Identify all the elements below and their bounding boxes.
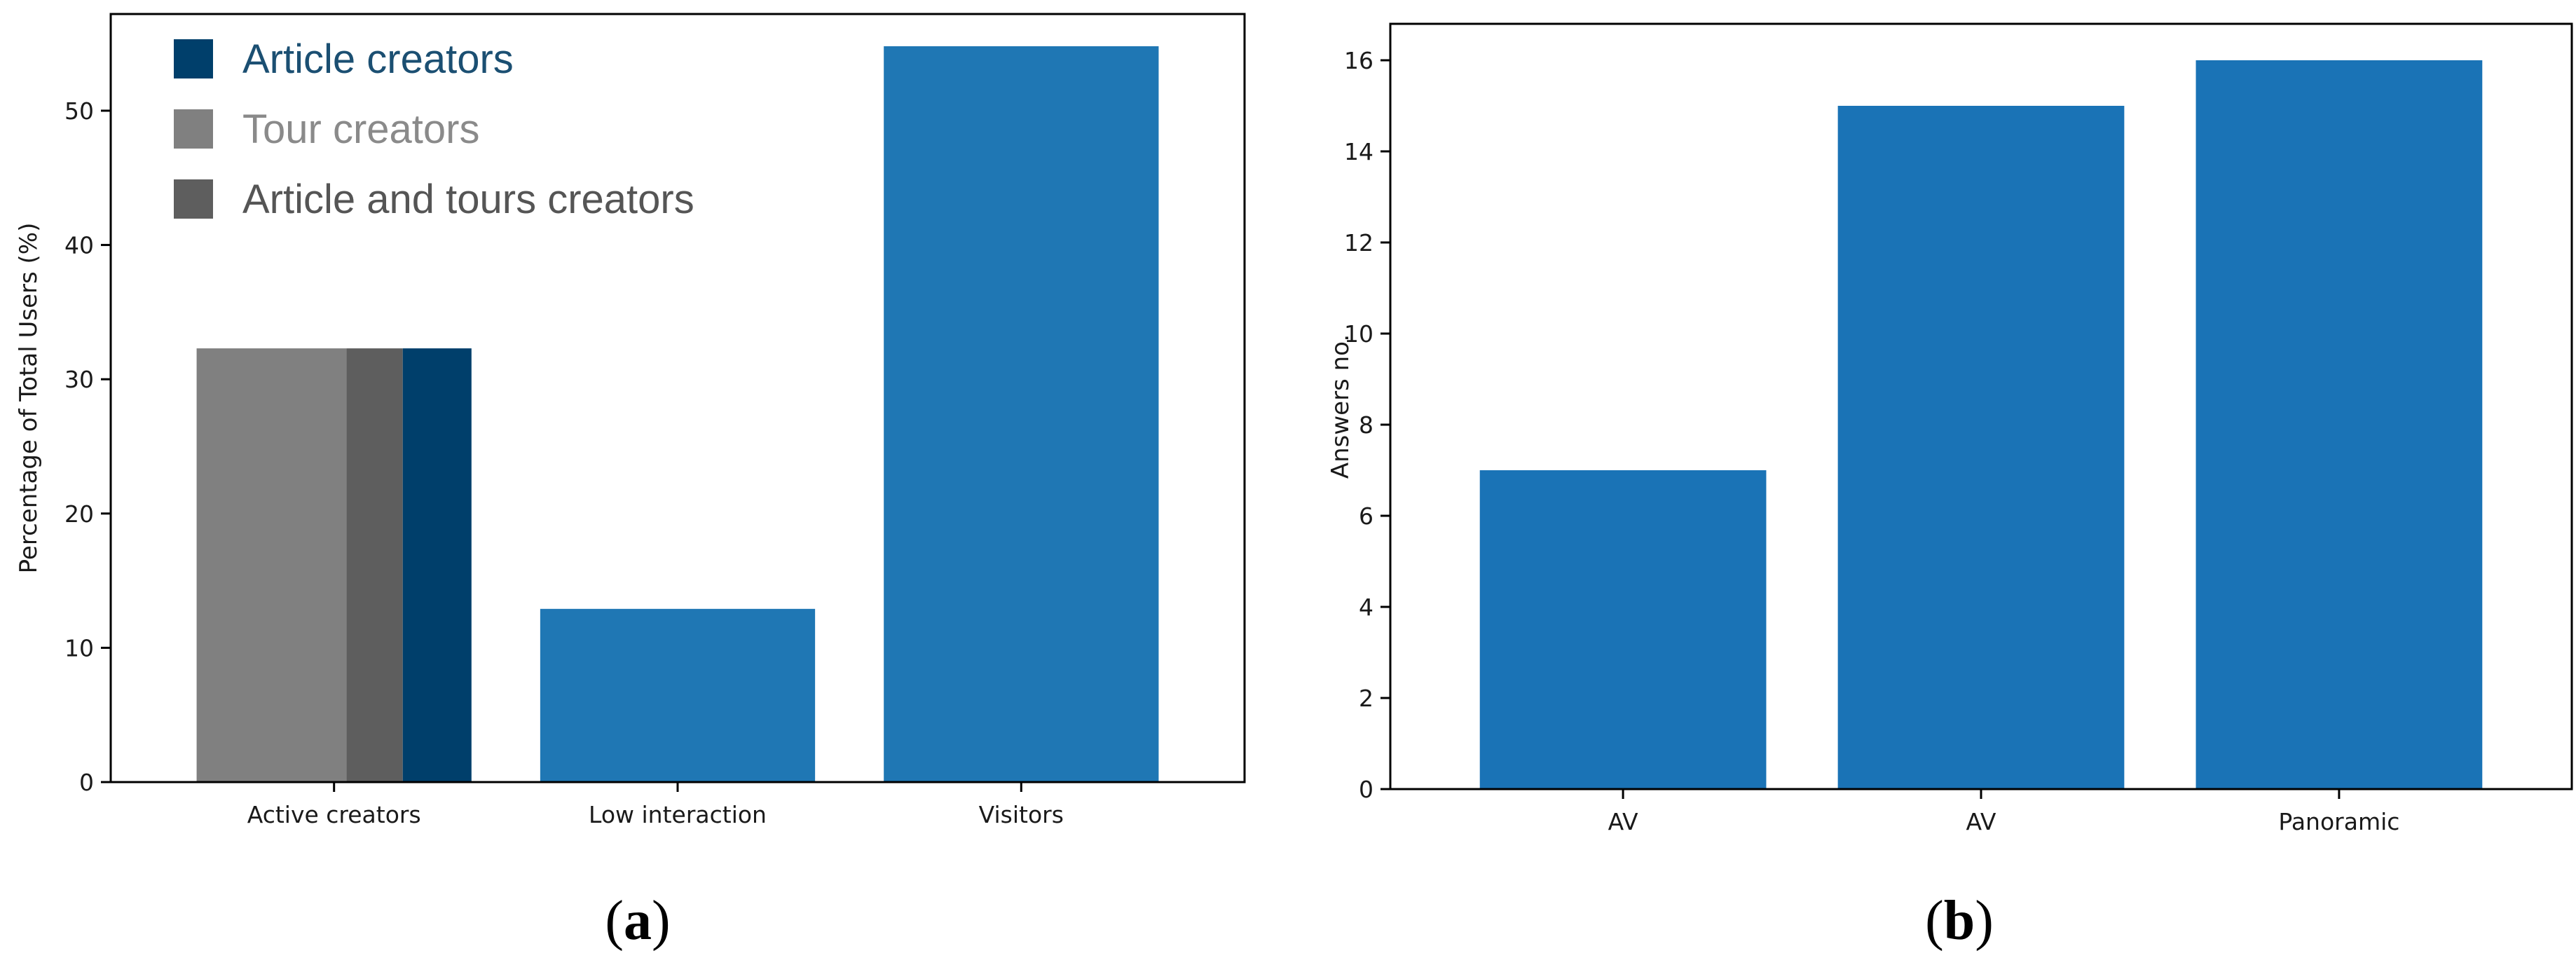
x-axis-ticks-a: Active creators Low interaction Visitors: [247, 782, 1064, 828]
legend-swatch-tour-creators: [174, 109, 213, 149]
y-tick-label-b: 12: [1344, 229, 1373, 256]
legend-label-article-and-tours-creators: Article and tours creators: [242, 177, 694, 222]
y-tick-label-a: 20: [64, 500, 94, 528]
y-axis-ticks-b: 0 2 4 6 8 10 12 14 16: [1344, 47, 1390, 803]
bar-active-creators-article-and-tours-creators: [346, 348, 403, 783]
bar-low-interaction: [540, 608, 816, 782]
legend-a: Article creators Tour creators Article and…: [174, 36, 694, 222]
bar-av-2: [1837, 106, 2125, 789]
legend-swatch-article-and-tours-creators: [174, 179, 213, 219]
panel-label-a: (a): [605, 890, 670, 952]
y-tick-label-b: 4: [1359, 594, 1373, 621]
chart-panel-a: 0 10 20 30 40 50 Active creators Low interacti…: [15, 13, 1246, 828]
y-tick-label-a: 40: [64, 232, 94, 259]
y-tick-label-b: 0: [1359, 776, 1373, 803]
y-tick-label-b: 14: [1344, 138, 1373, 165]
y-tick-label-a: 50: [64, 97, 94, 125]
x-tick-label-a: Visitors: [979, 801, 1064, 828]
bar-visitors: [884, 46, 1159, 783]
bars-group-b: [1479, 60, 2483, 789]
bar-active-creators-tour-creators: [196, 348, 347, 783]
y-axis-label-b: Answers no.: [1327, 334, 1355, 479]
chart-panel-b: 0 2 4 6 8 10 12 14 16 AV AV Panoramic Answers no.: [1327, 22, 2573, 835]
y-axis-ticks-a: 0 10 20 30 40 50: [64, 97, 111, 796]
legend-label-tour-creators: Tour creators: [242, 107, 479, 152]
panel-label-b: (b): [1925, 890, 1994, 952]
legend-label-article-creators: Article creators: [242, 36, 514, 82]
x-tick-label-b: Panoramic: [2278, 808, 2399, 835]
x-tick-label-a: Active creators: [247, 801, 421, 828]
y-tick-label-a: 0: [79, 769, 94, 796]
y-tick-label-b: 8: [1359, 411, 1373, 439]
bar-av-1: [1479, 470, 1767, 789]
y-axis-label-a: Percentage of Total Users (%): [15, 223, 43, 574]
y-tick-label-a: 30: [64, 366, 94, 393]
y-tick-label-b: 6: [1359, 502, 1373, 530]
y-tick-label-b: 16: [1344, 47, 1373, 74]
x-tick-label-b: AV: [1966, 808, 1996, 835]
x-axis-ticks-b: AV AV Panoramic: [1608, 789, 2399, 835]
y-tick-label-b: 10: [1344, 320, 1373, 348]
x-tick-label-a: Low interaction: [589, 801, 767, 828]
bar-panoramic-3: [2195, 60, 2483, 789]
bar-active-creators-article-creators: [402, 348, 472, 783]
legend-swatch-article-creators: [174, 39, 213, 78]
y-tick-label-a: 10: [64, 634, 94, 662]
x-tick-label-b: AV: [1608, 808, 1638, 835]
y-tick-label-b: 2: [1359, 685, 1373, 712]
bars-group-a: [196, 46, 1159, 783]
